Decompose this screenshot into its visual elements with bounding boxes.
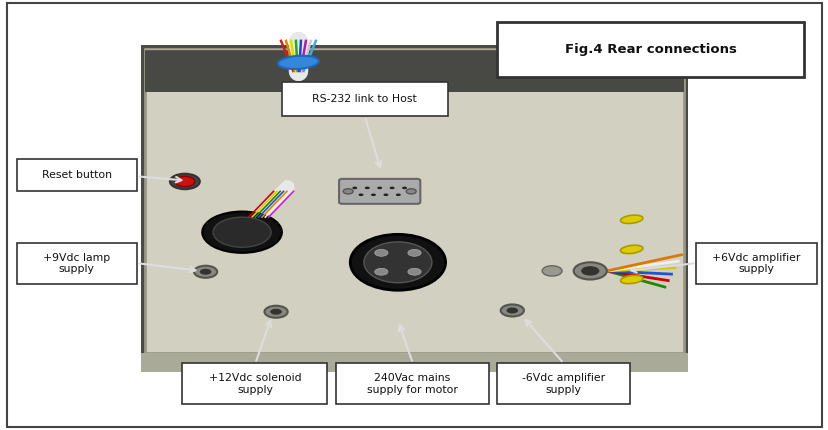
Circle shape <box>202 212 282 253</box>
FancyBboxPatch shape <box>7 3 821 427</box>
Circle shape <box>352 187 357 189</box>
FancyBboxPatch shape <box>335 363 489 404</box>
FancyBboxPatch shape <box>141 353 687 372</box>
Text: 240Vac mains
supply for motor: 240Vac mains supply for motor <box>367 373 457 395</box>
Circle shape <box>506 307 518 313</box>
Circle shape <box>264 306 287 318</box>
Ellipse shape <box>619 245 643 254</box>
Circle shape <box>374 268 388 275</box>
Circle shape <box>500 304 523 316</box>
Circle shape <box>170 174 200 189</box>
Circle shape <box>573 262 606 280</box>
FancyBboxPatch shape <box>141 45 687 372</box>
Circle shape <box>406 189 416 194</box>
Circle shape <box>200 269 211 275</box>
Circle shape <box>371 194 376 196</box>
FancyBboxPatch shape <box>696 243 816 284</box>
Circle shape <box>389 187 394 189</box>
Circle shape <box>358 194 363 196</box>
FancyBboxPatch shape <box>182 363 327 404</box>
Circle shape <box>383 194 388 196</box>
Circle shape <box>374 249 388 256</box>
Text: +6Vdc amplifier
supply: +6Vdc amplifier supply <box>711 252 800 274</box>
FancyBboxPatch shape <box>17 243 137 284</box>
Ellipse shape <box>363 242 431 283</box>
Text: -6Vdc amplifier
supply: -6Vdc amplifier supply <box>522 373 604 395</box>
FancyBboxPatch shape <box>497 22 803 77</box>
Ellipse shape <box>619 275 643 284</box>
Circle shape <box>396 194 401 196</box>
Circle shape <box>402 187 407 189</box>
Text: +12Vdc solenoid
supply: +12Vdc solenoid supply <box>209 373 301 395</box>
Circle shape <box>343 189 353 194</box>
Ellipse shape <box>349 234 445 290</box>
Circle shape <box>580 266 599 276</box>
Circle shape <box>542 266 561 276</box>
FancyBboxPatch shape <box>282 82 447 116</box>
Circle shape <box>364 187 369 189</box>
Text: Fig.4 Rear connections: Fig.4 Rear connections <box>564 43 736 56</box>
Text: +9Vdc lamp
supply: +9Vdc lamp supply <box>43 252 110 274</box>
Circle shape <box>407 268 421 275</box>
Circle shape <box>175 176 195 187</box>
Ellipse shape <box>619 215 643 224</box>
Circle shape <box>270 309 282 315</box>
FancyBboxPatch shape <box>339 179 420 204</box>
Ellipse shape <box>277 56 319 69</box>
Text: Reset button: Reset button <box>41 170 112 180</box>
FancyBboxPatch shape <box>17 159 137 191</box>
FancyBboxPatch shape <box>145 49 683 92</box>
FancyBboxPatch shape <box>145 49 683 353</box>
FancyBboxPatch shape <box>497 363 629 404</box>
Circle shape <box>194 266 217 278</box>
Circle shape <box>213 217 271 247</box>
Circle shape <box>377 187 382 189</box>
Circle shape <box>407 249 421 256</box>
Text: RS-232 link to Host: RS-232 link to Host <box>312 94 416 104</box>
